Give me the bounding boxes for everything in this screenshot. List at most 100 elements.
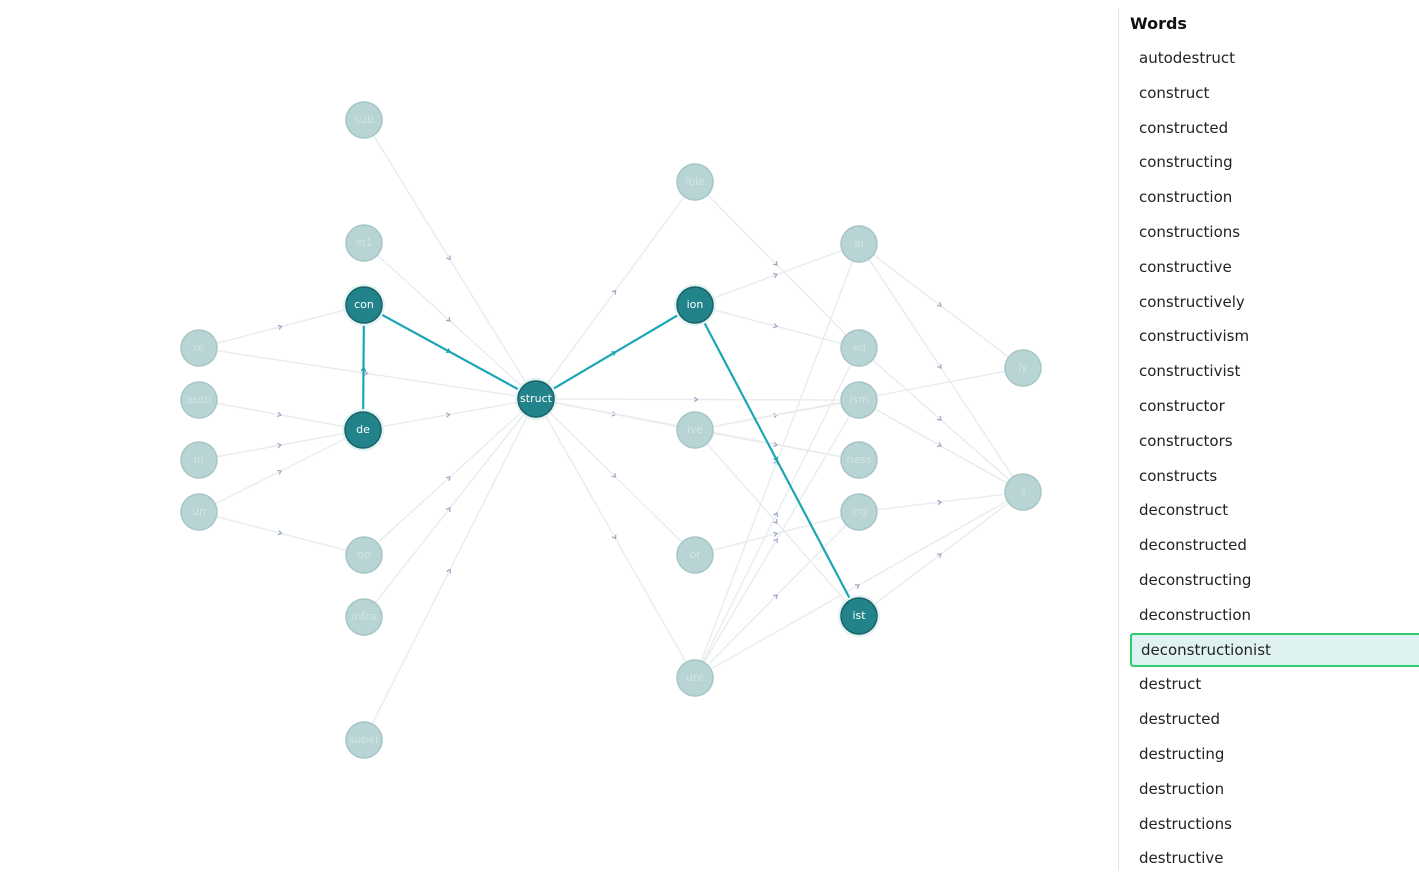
word-item[interactable]: constructs xyxy=(1139,466,1218,485)
edge-arrow xyxy=(773,538,778,544)
word-item[interactable]: constructivism xyxy=(1139,327,1250,346)
word-item[interactable]: destructive xyxy=(1139,849,1224,868)
node xyxy=(840,493,878,531)
node-label: auto xyxy=(187,393,212,406)
word-item[interactable]: constructions xyxy=(1139,222,1241,241)
node-label: al xyxy=(854,237,864,250)
active-node xyxy=(345,286,383,324)
edge-arrow xyxy=(277,530,283,536)
node-label: s xyxy=(1020,485,1026,498)
edge-arrow xyxy=(773,323,779,329)
word-item[interactable]: autodestruct xyxy=(1139,49,1236,67)
edge-arrow xyxy=(937,363,942,369)
node-label: super xyxy=(349,733,380,746)
node xyxy=(676,411,714,449)
node-label: sub xyxy=(354,113,374,126)
node-label: un xyxy=(192,505,206,518)
edge-arrow xyxy=(936,553,942,558)
edge-arrow xyxy=(936,302,942,307)
morpheme-graph: sub in1 con de ob infra super re auto in un struct i… xyxy=(180,101,1042,759)
node-label: ism xyxy=(849,393,869,406)
word-item[interactable]: destruction xyxy=(1139,779,1225,798)
edge-arrow xyxy=(936,442,942,447)
node-label: con xyxy=(354,298,374,311)
edge-arrow xyxy=(854,584,860,589)
active-node xyxy=(676,286,714,324)
edge-arrow xyxy=(772,272,778,279)
node xyxy=(840,381,878,419)
active-node xyxy=(840,597,878,635)
edge-arrow xyxy=(772,260,778,266)
word-item[interactable]: destruct xyxy=(1139,675,1202,694)
word-list-panel: Words autodestruct construct constructed co… xyxy=(1118,8,1419,870)
node xyxy=(840,329,878,367)
word-item[interactable]: destructed xyxy=(1139,710,1220,729)
edge-arrow xyxy=(611,289,617,295)
node xyxy=(676,163,714,201)
edge-arrow xyxy=(693,396,699,403)
node-label: infra xyxy=(351,610,376,623)
word-item[interactable]: constructive xyxy=(1139,257,1232,276)
active-edge-arrow xyxy=(445,348,451,353)
node-label: ure xyxy=(686,671,704,684)
panel-title: Words xyxy=(1130,14,1187,33)
active-node xyxy=(344,411,382,449)
node xyxy=(180,329,218,367)
word-item[interactable]: constructed xyxy=(1139,118,1229,137)
active-edge-arrow xyxy=(773,456,779,462)
selected-word[interactable]: deconstructionist xyxy=(1130,632,1419,668)
node-label: re xyxy=(193,341,204,354)
word-item[interactable]: deconstructing xyxy=(1139,570,1252,589)
active-node xyxy=(517,380,555,418)
word-list: autodestruct construct constructed construc… xyxy=(1119,41,1419,870)
word-item[interactable]: constructivist xyxy=(1139,362,1241,381)
edge-arrow xyxy=(277,442,283,449)
active-edge-arrow xyxy=(611,351,617,356)
node-label: ible xyxy=(685,175,705,188)
word-item[interactable]: construct xyxy=(1139,83,1210,102)
node xyxy=(345,536,383,574)
word-item[interactable]: deconstructed xyxy=(1139,536,1247,555)
edge-arrow xyxy=(446,507,451,513)
node-label: ive xyxy=(687,423,704,436)
node xyxy=(180,441,218,479)
edge-arrow xyxy=(936,415,942,421)
edge-arrow xyxy=(445,476,451,482)
node xyxy=(345,101,383,139)
node-label: struct xyxy=(520,392,553,405)
node xyxy=(345,721,383,759)
node-label: in xyxy=(194,453,204,466)
word-item[interactable]: constructively xyxy=(1139,292,1245,311)
edge-arrow xyxy=(772,518,778,524)
edge-arrow xyxy=(773,512,779,518)
word-item[interactable]: destructions xyxy=(1139,814,1232,833)
node xyxy=(840,225,878,263)
node-label: ing xyxy=(850,505,867,518)
node xyxy=(1004,349,1042,387)
edge-arrow xyxy=(937,499,943,506)
node xyxy=(1004,473,1042,511)
edge-arrow xyxy=(445,412,451,418)
word-item[interactable]: constructors xyxy=(1139,431,1233,450)
node-label: ly xyxy=(1018,361,1028,374)
node-label: ist xyxy=(852,609,866,622)
edge-arrow xyxy=(772,594,778,600)
edge-arrow xyxy=(277,411,283,418)
node xyxy=(180,493,218,531)
word-item[interactable]: constructor xyxy=(1139,396,1225,415)
node xyxy=(676,536,714,574)
node-label: ness xyxy=(846,453,871,466)
word-item[interactable]: deconstruction xyxy=(1139,605,1252,624)
edge-arrow xyxy=(446,568,452,574)
word-item[interactable]: deconstruct xyxy=(1139,501,1229,520)
node-label: ion xyxy=(687,298,704,311)
word-item[interactable]: constructing xyxy=(1139,153,1233,172)
node-label: de xyxy=(356,423,370,436)
edge-arrow xyxy=(773,441,779,448)
edge-arrow xyxy=(363,370,369,376)
node-label: in1 xyxy=(355,236,372,249)
edge-arrow xyxy=(611,534,617,540)
node-label: ob xyxy=(357,548,371,561)
word-item[interactable]: destructing xyxy=(1139,744,1225,763)
word-item[interactable]: construction xyxy=(1139,188,1233,207)
